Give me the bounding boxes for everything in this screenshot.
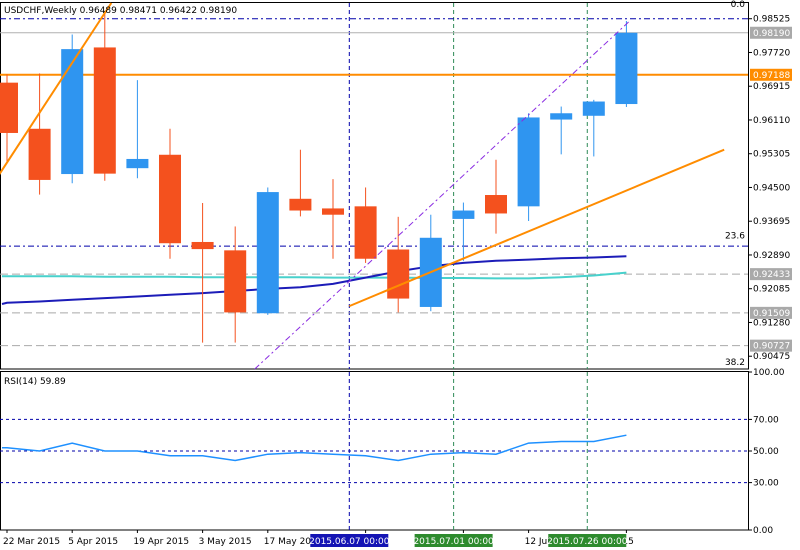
price-tag bbox=[750, 339, 792, 352]
price-tag bbox=[750, 268, 792, 281]
price-tick-label: 0.92890 bbox=[753, 251, 790, 261]
rsi-tick-label: 30.00 bbox=[753, 479, 779, 489]
rsi-tick-label: 50.00 bbox=[753, 447, 779, 457]
candle-bullish bbox=[517, 117, 540, 207]
candle-bullish bbox=[582, 101, 605, 116]
time-tick-label: 12 Jul bbox=[525, 537, 550, 547]
candle-bearish bbox=[28, 128, 51, 180]
time-tick-label: 15 bbox=[622, 537, 633, 547]
price-tick-label: 0.91280 bbox=[753, 318, 790, 328]
fibo-level-label: 0.0 bbox=[731, 0, 746, 10]
price-tag-label: 0.91509 bbox=[753, 309, 790, 319]
price-tick-label: 0.96110 bbox=[753, 116, 790, 126]
price-tick-label: 0.93695 bbox=[753, 217, 790, 227]
time-axis: 22 Mar 2015 5 Apr 2015 19 Apr 2015 3 May 20… bbox=[3, 530, 634, 547]
price-tick-label: 0.98525 bbox=[753, 15, 790, 25]
rsi-line bbox=[2, 434, 627, 462]
time-marker-tag bbox=[414, 534, 493, 547]
time-tick-label: 5 Apr 2015 bbox=[68, 537, 118, 547]
fibo-level-label: 38.2 bbox=[725, 358, 745, 368]
candle-bearish bbox=[224, 250, 247, 313]
price-tag-label: 0.92433 bbox=[753, 270, 790, 280]
rsi-tick-label: 70.00 bbox=[753, 415, 779, 425]
moving-average-blue bbox=[1, 255, 627, 305]
candle-bearish bbox=[93, 47, 116, 174]
candle-bearish bbox=[289, 198, 312, 211]
candle-bearish bbox=[387, 249, 410, 299]
time-marker-tag bbox=[548, 534, 627, 547]
time-marker-label: 2015.07.26 00:00 bbox=[547, 537, 628, 547]
price-tick-label: 0.97720 bbox=[753, 48, 790, 58]
rsi-label: RSI(14) 59.89 bbox=[4, 377, 66, 387]
candle-bearish bbox=[159, 154, 181, 244]
price-tag-label: 0.90727 bbox=[753, 342, 790, 352]
time-marker-tag bbox=[310, 534, 389, 547]
price-tag bbox=[750, 306, 792, 319]
price-tick-label: 0.96915 bbox=[753, 82, 790, 92]
time-tick-label: 19 Apr 2015 bbox=[133, 537, 189, 547]
price-frame bbox=[0, 2, 749, 370]
price-tag-label: 0.97188 bbox=[753, 71, 790, 81]
candle-bearish bbox=[354, 206, 377, 259]
fibo-level-label: 23.6 bbox=[725, 232, 745, 242]
symbol-title: USDCHF,Weekly 0.96489 0.98471 0.96422 0.… bbox=[4, 6, 237, 16]
candle-bullish bbox=[615, 32, 638, 105]
trendline bbox=[0, 2, 113, 176]
trendline bbox=[254, 20, 631, 370]
candle-bearish bbox=[0, 82, 18, 133]
price-panel[interactable]: 0.98525 0.97720 0.96915 0.96110 0.95305 0.945… bbox=[0, 0, 792, 370]
time-marker-label: 2015.06.07 00:00 bbox=[309, 537, 390, 547]
time-marker-label: 2015.07.01 00:00 bbox=[413, 537, 494, 547]
time-tick-label: 3 May 2015 bbox=[199, 537, 252, 547]
rsi-panel[interactable]: 100.00 70.00 50.00 30.00 0.00 RSI(14) 59.89 bbox=[0, 368, 785, 536]
candle-bearish bbox=[485, 195, 507, 214]
price-tick-label: 0.94500 bbox=[753, 183, 790, 193]
price-tag-label: 0.98190 bbox=[753, 29, 790, 39]
candle-bullish bbox=[126, 158, 149, 169]
candle-bearish bbox=[191, 241, 214, 250]
candle-bearish bbox=[322, 208, 344, 215]
rsi-tick-label: 100.00 bbox=[753, 368, 785, 378]
price-tick-label: 0.92085 bbox=[753, 285, 790, 295]
candle-bullish bbox=[61, 49, 84, 175]
price-tick-label: 0.90475 bbox=[753, 352, 790, 362]
price-tick-label: 0.95305 bbox=[753, 150, 790, 160]
candle-bullish bbox=[550, 113, 573, 120]
price-tag bbox=[750, 26, 792, 39]
price-tag bbox=[750, 68, 792, 81]
time-tick-label: 22 Mar 2015 bbox=[3, 537, 60, 547]
trendline bbox=[348, 148, 725, 308]
moving-average-cyan bbox=[2, 271, 627, 280]
candle-bullish bbox=[452, 210, 475, 219]
candle-bullish bbox=[256, 192, 279, 314]
time-tick-label: 17 May 2015 bbox=[264, 537, 323, 547]
rsi-tick-label: 0.00 bbox=[753, 526, 773, 536]
